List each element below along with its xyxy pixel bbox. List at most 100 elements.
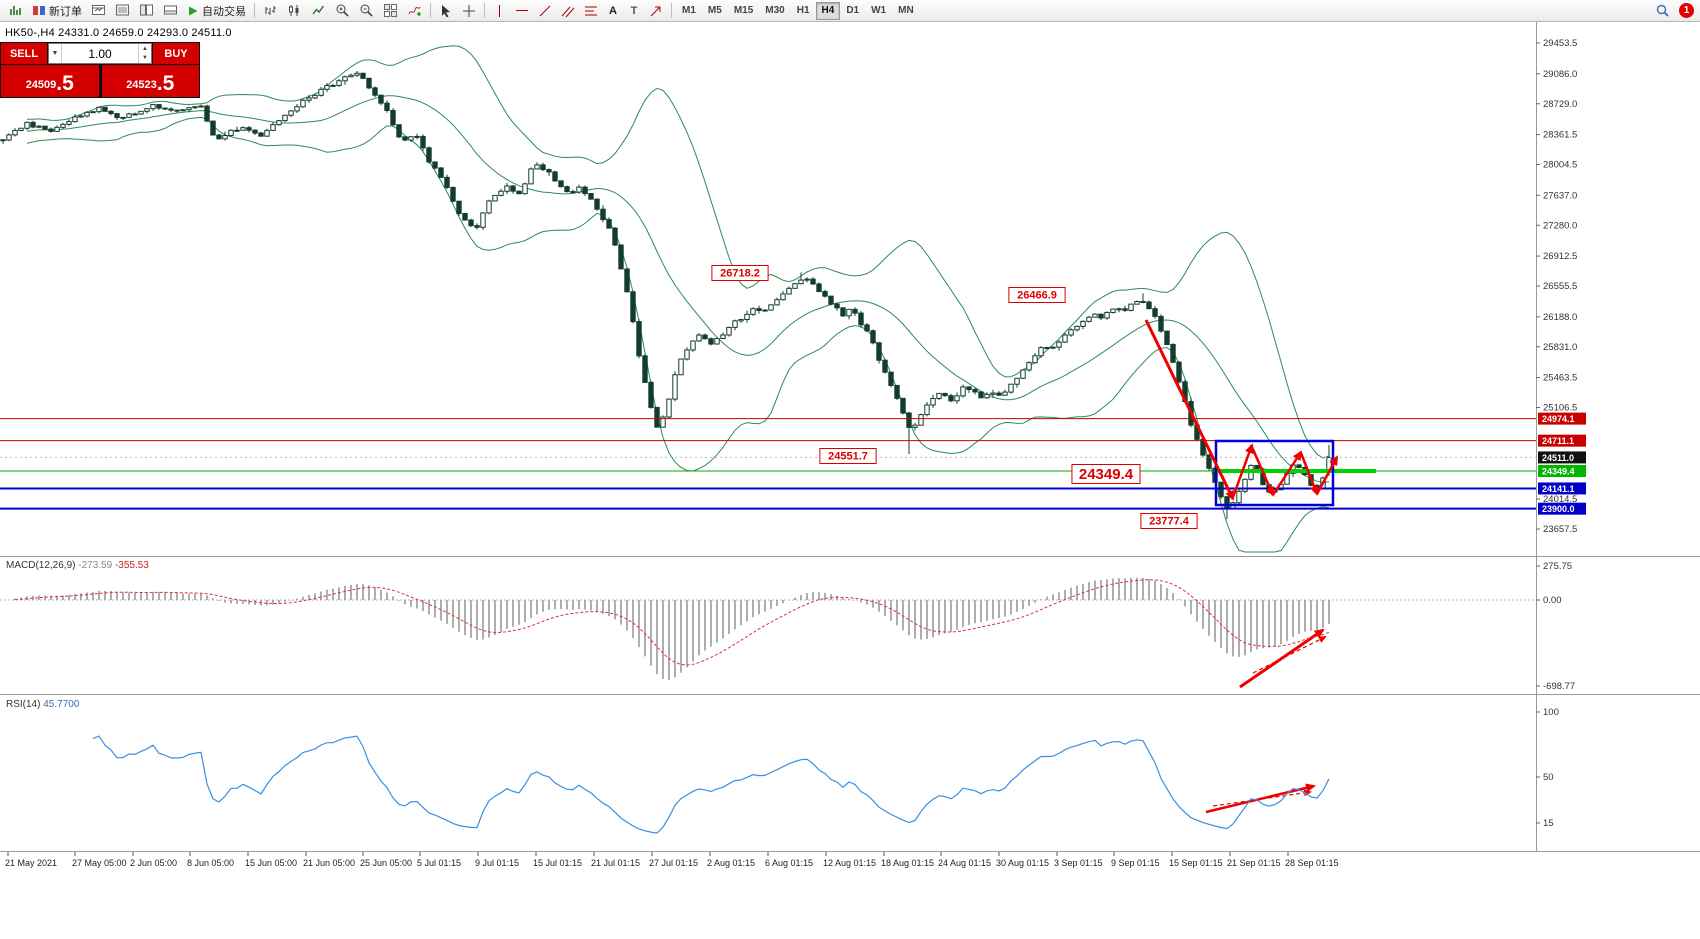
autotrading-button[interactable]: 自动交易 bbox=[183, 1, 250, 21]
svg-text:5 Jul 01:15: 5 Jul 01:15 bbox=[417, 858, 461, 868]
buy-price[interactable]: 24523 .5 bbox=[101, 65, 199, 97]
svg-text:24349.4: 24349.4 bbox=[1542, 466, 1575, 476]
svg-text:23657.5: 23657.5 bbox=[1543, 524, 1577, 535]
toolbar-separator bbox=[430, 3, 431, 18]
svg-text:24551.7: 24551.7 bbox=[828, 451, 868, 463]
rsi-layer bbox=[92, 735, 1330, 834]
chart-profiles-icon[interactable] bbox=[87, 1, 110, 21]
svg-text:21 Sep 01:15: 21 Sep 01:15 bbox=[1227, 858, 1281, 868]
candles-chart-icon[interactable] bbox=[283, 1, 306, 21]
trend-arrow-dashed bbox=[1212, 789, 1312, 807]
search-icon[interactable] bbox=[1651, 1, 1674, 21]
svg-text:29453.5: 29453.5 bbox=[1543, 38, 1577, 49]
svg-text:21 Jul 01:15: 21 Jul 01:15 bbox=[591, 858, 640, 868]
annotations-layer[interactable]: 26718.2 26466.9 24551.7 24349.4 23777.4 bbox=[711, 265, 1198, 529]
svg-text:9 Jul 01:15: 9 Jul 01:15 bbox=[475, 858, 519, 868]
market-watch-icon[interactable] bbox=[111, 1, 134, 21]
volume-dropdown-icon[interactable]: ▼ bbox=[49, 44, 62, 63]
terminal-icon[interactable] bbox=[159, 1, 182, 21]
trend-arrow bbox=[1299, 452, 1319, 496]
timeframe-button-mn[interactable]: MN bbox=[898, 5, 914, 16]
svg-text:25463.5: 25463.5 bbox=[1543, 373, 1577, 384]
svg-text:15 Sep 01:15: 15 Sep 01:15 bbox=[1169, 858, 1223, 868]
svg-text:29086.0: 29086.0 bbox=[1543, 69, 1577, 80]
trendline-icon[interactable] bbox=[534, 1, 556, 21]
svg-text:100: 100 bbox=[1543, 707, 1559, 718]
tile-windows-icon[interactable] bbox=[379, 1, 402, 21]
new-order-button[interactable]: 新订单 bbox=[28, 1, 86, 21]
svg-text:26718.2: 26718.2 bbox=[720, 268, 760, 280]
buy-button[interactable]: BUY bbox=[153, 43, 199, 64]
navigator-icon[interactable] bbox=[135, 1, 158, 21]
svg-text:21 May 2021: 21 May 2021 bbox=[5, 858, 57, 868]
label-icon[interactable]: T bbox=[630, 4, 638, 17]
sell-button[interactable]: SELL bbox=[1, 43, 47, 64]
drawing-objects-layer[interactable] bbox=[1144, 319, 1339, 814]
volume-down-icon[interactable]: ▼ bbox=[142, 55, 148, 62]
line-chart-icon[interactable] bbox=[307, 1, 330, 21]
price-axis[interactable]: 29453.5 29086.0 28729.0 28361.5 28004.5 27637… bbox=[1536, 38, 1586, 829]
zoom-in-icon[interactable] bbox=[331, 1, 354, 21]
svg-text:27 May 05:00: 27 May 05:00 bbox=[72, 858, 127, 868]
text-icon[interactable]: A bbox=[609, 4, 617, 17]
macd-name: MACD(12,26,9) bbox=[6, 560, 76, 571]
svg-text:275.75: 275.75 bbox=[1543, 561, 1572, 572]
svg-text:23900.0: 23900.0 bbox=[1542, 504, 1575, 514]
channel-icon[interactable] bbox=[557, 1, 579, 21]
svg-text:28 Sep 01:15: 28 Sep 01:15 bbox=[1285, 858, 1339, 868]
main-toolbar: 新订单 自动交易 bbox=[0, 0, 1700, 22]
svg-text:2 Aug 01:15: 2 Aug 01:15 bbox=[707, 858, 755, 868]
svg-text:6 Aug 01:15: 6 Aug 01:15 bbox=[765, 858, 813, 868]
svg-text:28004.5: 28004.5 bbox=[1543, 160, 1577, 171]
timeframe-button-m15[interactable]: M15 bbox=[733, 5, 754, 16]
timeframe-button-h4[interactable]: H4 bbox=[815, 1, 841, 20]
macd-value-signal: -355.53 bbox=[114, 560, 149, 571]
toolbar-separator bbox=[671, 3, 672, 18]
arrows-icon[interactable] bbox=[645, 1, 667, 21]
timeframe-toolbar: M1 M5 M15 M30 H1 H4 D1 W1 MN bbox=[676, 1, 920, 20]
timeframe-button-m1[interactable]: M1 bbox=[682, 5, 696, 16]
buy-price-frac: .5 bbox=[156, 72, 175, 95]
sell-price[interactable]: 24509 .5 bbox=[1, 65, 99, 97]
svg-text:15: 15 bbox=[1543, 818, 1554, 829]
trend-arrow bbox=[1271, 450, 1303, 496]
zoom-out-icon[interactable] bbox=[355, 1, 378, 21]
notification-badge[interactable]: 1 bbox=[1679, 3, 1694, 18]
horizontal-line-icon[interactable] bbox=[511, 1, 533, 21]
svg-text:27637.0: 27637.0 bbox=[1543, 190, 1577, 201]
crosshair-icon[interactable] bbox=[458, 1, 480, 21]
autotrading-label: 自动交易 bbox=[202, 5, 246, 18]
fibonacci-icon[interactable] bbox=[580, 1, 602, 21]
bars-chart-icon[interactable] bbox=[259, 1, 282, 21]
cursor-icon[interactable] bbox=[435, 1, 457, 21]
volume-stepper[interactable]: ▼ 1.00 ▲ ▼ bbox=[48, 43, 152, 64]
buy-price-main: 24523 bbox=[126, 79, 157, 91]
svg-text:0.00: 0.00 bbox=[1543, 595, 1562, 606]
time-axis[interactable]: 21 May 2021 27 May 05:00 2 Jun 05:00 8 Jun … bbox=[5, 852, 1339, 868]
timeframe-button-m5[interactable]: M5 bbox=[707, 5, 722, 16]
horizontal-lines-layer[interactable] bbox=[0, 418, 1536, 510]
symbol-ohlc-info: HK50-,H4 24331.0 24659.0 24293.0 24511.0 bbox=[5, 27, 232, 39]
svg-text:9 Sep 01:15: 9 Sep 01:15 bbox=[1111, 858, 1160, 868]
sell-price-main: 24509 bbox=[25, 79, 57, 91]
svg-text:23777.4: 23777.4 bbox=[1149, 516, 1190, 528]
trend-arrow bbox=[1315, 455, 1339, 495]
timeframe-button-w1[interactable]: W1 bbox=[871, 5, 887, 16]
trend-arrow bbox=[1231, 443, 1254, 498]
timeframe-button-d1[interactable]: D1 bbox=[846, 5, 860, 16]
sell-price-frac: .5 bbox=[56, 72, 74, 95]
svg-text:26466.9: 26466.9 bbox=[1017, 290, 1057, 302]
toolbar-separator bbox=[484, 3, 485, 18]
timeframe-button-m30[interactable]: M30 bbox=[765, 5, 785, 16]
bollinger-bands-layer bbox=[26, 45, 1330, 553]
svg-text:24349.4: 24349.4 bbox=[1079, 466, 1134, 483]
volume-up-icon[interactable]: ▲ bbox=[142, 45, 148, 52]
trend-arrow bbox=[1250, 446, 1275, 497]
timeframe-button-h1[interactable]: H1 bbox=[796, 5, 810, 16]
volume-value[interactable]: 1.00 bbox=[88, 46, 112, 61]
svg-text:24 Aug 01:15: 24 Aug 01:15 bbox=[938, 858, 991, 868]
indicators-icon[interactable] bbox=[403, 1, 426, 21]
new-chart-icon[interactable] bbox=[4, 1, 27, 21]
vertical-line-icon[interactable] bbox=[489, 1, 510, 21]
